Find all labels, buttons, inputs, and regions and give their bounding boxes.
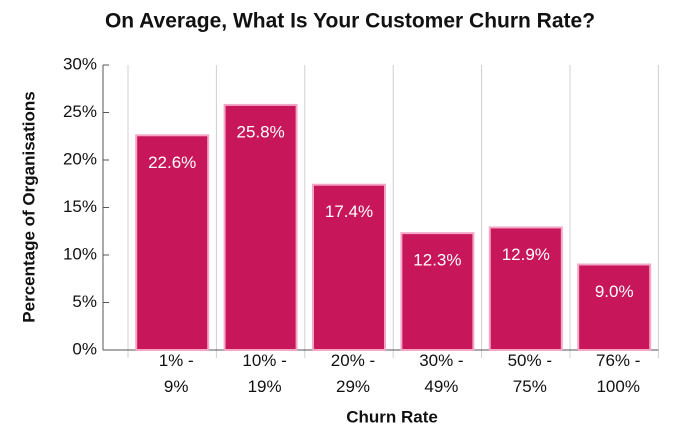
bar xyxy=(400,232,475,351)
value-label: 22.6% xyxy=(148,153,196,172)
y-tick-label: 15% xyxy=(63,197,97,216)
bar xyxy=(135,134,210,351)
bar xyxy=(312,183,386,351)
y-axis-label: Percentage of Organisations xyxy=(19,91,38,322)
x-axis-label: Churn Rate xyxy=(346,407,438,426)
value-label: 17.4% xyxy=(325,202,373,221)
bar xyxy=(488,226,563,351)
x-tick-label: 1% -9% xyxy=(159,351,194,396)
y-tick-label: 5% xyxy=(72,292,97,311)
value-label: 12.9% xyxy=(502,245,550,264)
y-tick-label: 20% xyxy=(63,149,97,168)
x-tick-label: 10% -19% xyxy=(242,351,286,396)
value-label: 12.3% xyxy=(413,251,461,270)
y-tick-label: 0% xyxy=(72,339,97,358)
y-tick-label: 10% xyxy=(63,244,97,263)
x-tick-label: 50% -75% xyxy=(508,351,552,396)
chart-title: On Average, What Is Your Customer Churn … xyxy=(105,10,595,33)
bar xyxy=(223,103,298,352)
x-tick-label: 76% -100% xyxy=(596,351,640,396)
bar xyxy=(577,263,652,351)
y-tick-label: 30% xyxy=(63,54,97,73)
value-label: 25.8% xyxy=(236,122,284,141)
x-tick-label: 20% -29% xyxy=(331,351,375,396)
y-tick-label: 25% xyxy=(63,102,97,121)
x-tick-label: 30% -49% xyxy=(419,351,463,396)
value-label: 9.0% xyxy=(595,282,634,301)
